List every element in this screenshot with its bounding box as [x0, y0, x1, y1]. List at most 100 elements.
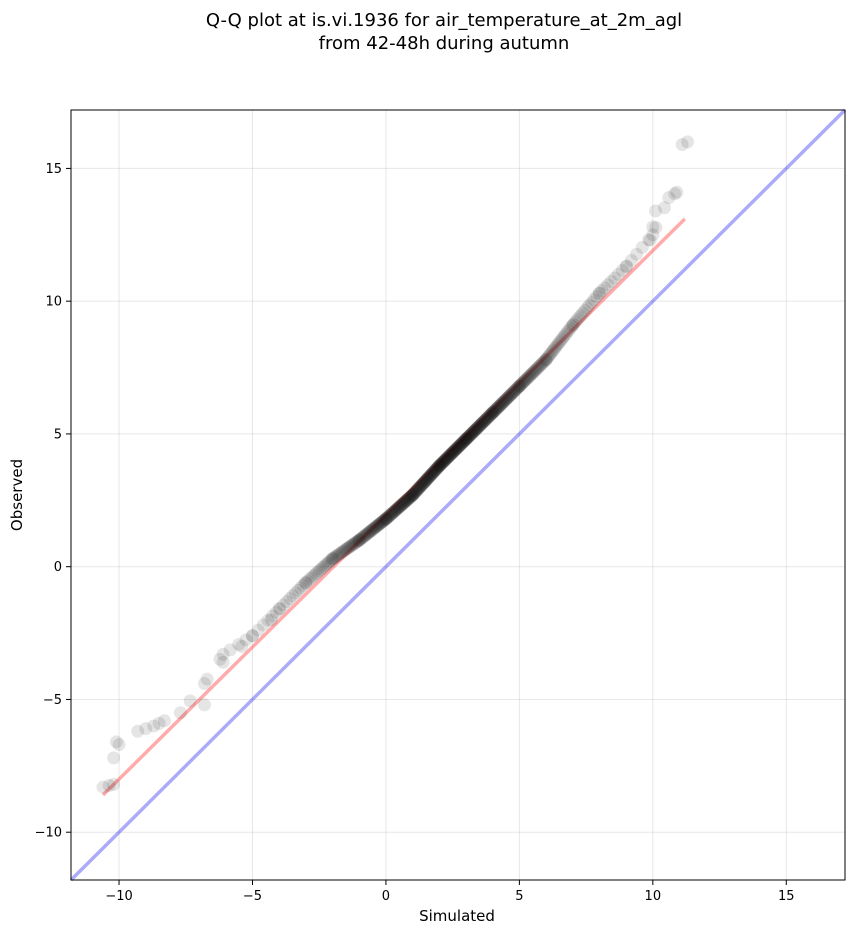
data-point: [378, 513, 392, 527]
data-point: [475, 416, 489, 430]
data-point: [384, 508, 398, 522]
data-point: [439, 452, 453, 466]
data-point: [430, 461, 444, 475]
data-point: [303, 572, 317, 586]
data-point: [109, 735, 123, 749]
data-point: [432, 459, 446, 473]
data-point: [578, 304, 592, 318]
data-point: [286, 589, 300, 603]
data-point: [452, 440, 466, 454]
data-point: [484, 407, 498, 421]
data-point: [366, 522, 380, 536]
x-tick-label: 5: [515, 889, 523, 904]
data-point: [294, 581, 308, 595]
data-point: [511, 380, 525, 394]
data-point: [364, 524, 378, 538]
data-point: [442, 449, 456, 463]
data-point: [448, 443, 462, 457]
data-point: [428, 464, 442, 478]
data-point: [424, 468, 438, 482]
data-point: [466, 425, 480, 439]
data-point: [436, 455, 450, 469]
data-point: [462, 429, 476, 443]
data-point: [370, 519, 384, 533]
data-point: [399, 494, 413, 508]
data-point: [646, 228, 660, 242]
data-point: [390, 502, 404, 516]
data-point: [472, 420, 486, 434]
data-point: [434, 457, 448, 471]
data-point: [657, 201, 671, 215]
data-point: [440, 451, 454, 465]
data-point: [390, 502, 404, 516]
data-point: [309, 567, 323, 581]
data-point: [411, 483, 425, 497]
data-point: [417, 476, 431, 490]
data-point: [487, 404, 501, 418]
data-point: [345, 538, 359, 552]
data-point: [475, 416, 489, 430]
data-point: [551, 337, 565, 351]
data-point: [379, 512, 393, 526]
data-point: [352, 533, 366, 547]
data-point: [460, 431, 474, 445]
data-point: [562, 323, 576, 337]
data-point: [363, 524, 377, 538]
data-point: [527, 365, 541, 379]
data-point: [353, 533, 367, 547]
data-point: [431, 460, 445, 474]
data-point: [427, 465, 441, 479]
data-point: [498, 393, 512, 407]
data-point: [570, 313, 584, 327]
data-point: [550, 338, 564, 352]
data-point: [474, 417, 488, 431]
data-point: [341, 541, 355, 555]
data-point: [405, 489, 419, 503]
data-point: [370, 519, 384, 533]
data-point: [526, 366, 540, 380]
data-point: [431, 460, 445, 474]
data-point: [554, 333, 568, 347]
data-point: [433, 458, 447, 472]
data-point: [396, 497, 410, 511]
data-point: [582, 298, 596, 312]
data-point: [547, 342, 561, 356]
data-point: [157, 714, 171, 728]
y-tick-label: 15: [45, 162, 62, 177]
data-point: [383, 508, 397, 522]
data-point: [459, 432, 473, 446]
data-point: [400, 493, 414, 507]
data-point: [430, 462, 444, 476]
data-point: [245, 629, 259, 643]
data-point: [556, 331, 570, 345]
data-point: [423, 469, 437, 483]
data-point: [443, 448, 457, 462]
data-point: [630, 247, 644, 261]
data-point: [458, 433, 472, 447]
data-point: [183, 694, 197, 708]
data-point: [522, 370, 536, 384]
data-point: [418, 474, 432, 488]
data-point: [572, 311, 586, 325]
data-point: [407, 487, 421, 501]
data-point: [530, 362, 544, 376]
data-point: [439, 452, 453, 466]
data-point: [490, 401, 504, 415]
data-point: [359, 528, 373, 542]
data-point: [642, 233, 656, 247]
data-point: [325, 552, 339, 566]
data-point: [499, 392, 513, 406]
data-point: [590, 290, 604, 304]
data-point: [251, 623, 265, 637]
data-point: [413, 480, 427, 494]
data-point: [393, 499, 407, 513]
data-point: [382, 510, 396, 524]
data-point: [488, 404, 502, 418]
data-point: [454, 438, 468, 452]
data-point: [406, 488, 420, 502]
data-point: [445, 446, 459, 460]
data-point: [437, 454, 451, 468]
data-point: [334, 546, 348, 560]
data-point: [379, 512, 393, 526]
data-point: [331, 548, 345, 562]
